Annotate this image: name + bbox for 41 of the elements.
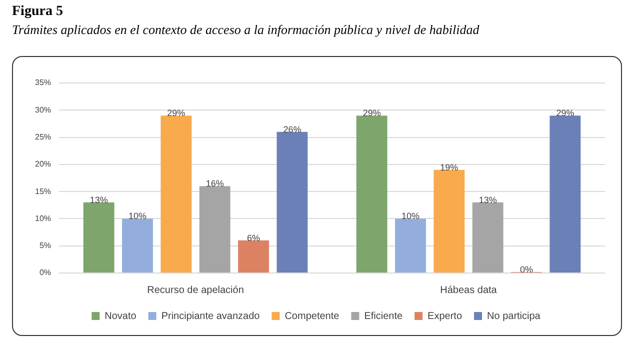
y-tick-label: 35% [34, 78, 52, 88]
data-label: 0% [520, 264, 534, 274]
data-label: 13% [478, 194, 497, 205]
bar [472, 202, 504, 272]
x-tick-label: Recurso de apelación [147, 284, 244, 296]
legend-label: Experto [428, 310, 462, 322]
bar [356, 116, 388, 272]
x-tick-label: Hábeas data [440, 284, 498, 296]
data-label: 13% [90, 194, 108, 205]
bar [160, 116, 192, 272]
y-tick-label: 15% [34, 186, 52, 196]
data-label: 19% [440, 162, 458, 172]
bar [238, 240, 269, 272]
data-label: 29% [167, 108, 186, 118]
y-tick-label: 5% [39, 241, 52, 250]
y-tick-label: 25% [34, 132, 52, 142]
bar [276, 132, 308, 272]
data-label: 6% [247, 232, 260, 243]
chart-title: Figura 5 [12, 4, 63, 20]
y-tick-label: 10% [34, 214, 52, 223]
legend-label: No participa [487, 310, 541, 322]
bar [550, 116, 581, 272]
y-tick-label: 30% [34, 105, 52, 114]
data-label: 10% [401, 211, 420, 222]
y-tick-label: 20% [34, 160, 52, 169]
legend-label: Novato [104, 310, 137, 322]
data-label: 16% [206, 178, 224, 189]
bar [434, 170, 465, 272]
data-label: 29% [556, 108, 574, 118]
bar [395, 218, 426, 272]
data-label: 10% [128, 211, 147, 222]
legend-label: Eficiente [364, 310, 403, 322]
legend-label: Principiante avanzado [161, 310, 260, 322]
y-tick-label: 0% [39, 268, 52, 278]
legend-label: Competente [284, 310, 340, 322]
bar [83, 202, 114, 272]
data-label: 29% [362, 108, 381, 118]
bar [122, 218, 153, 272]
chart-subtitle: Trámites aplicados en el contexto de acceso a la información pública y nivel de habilidad [12, 22, 480, 38]
bar [199, 186, 230, 272]
data-label: 26% [283, 124, 302, 134]
